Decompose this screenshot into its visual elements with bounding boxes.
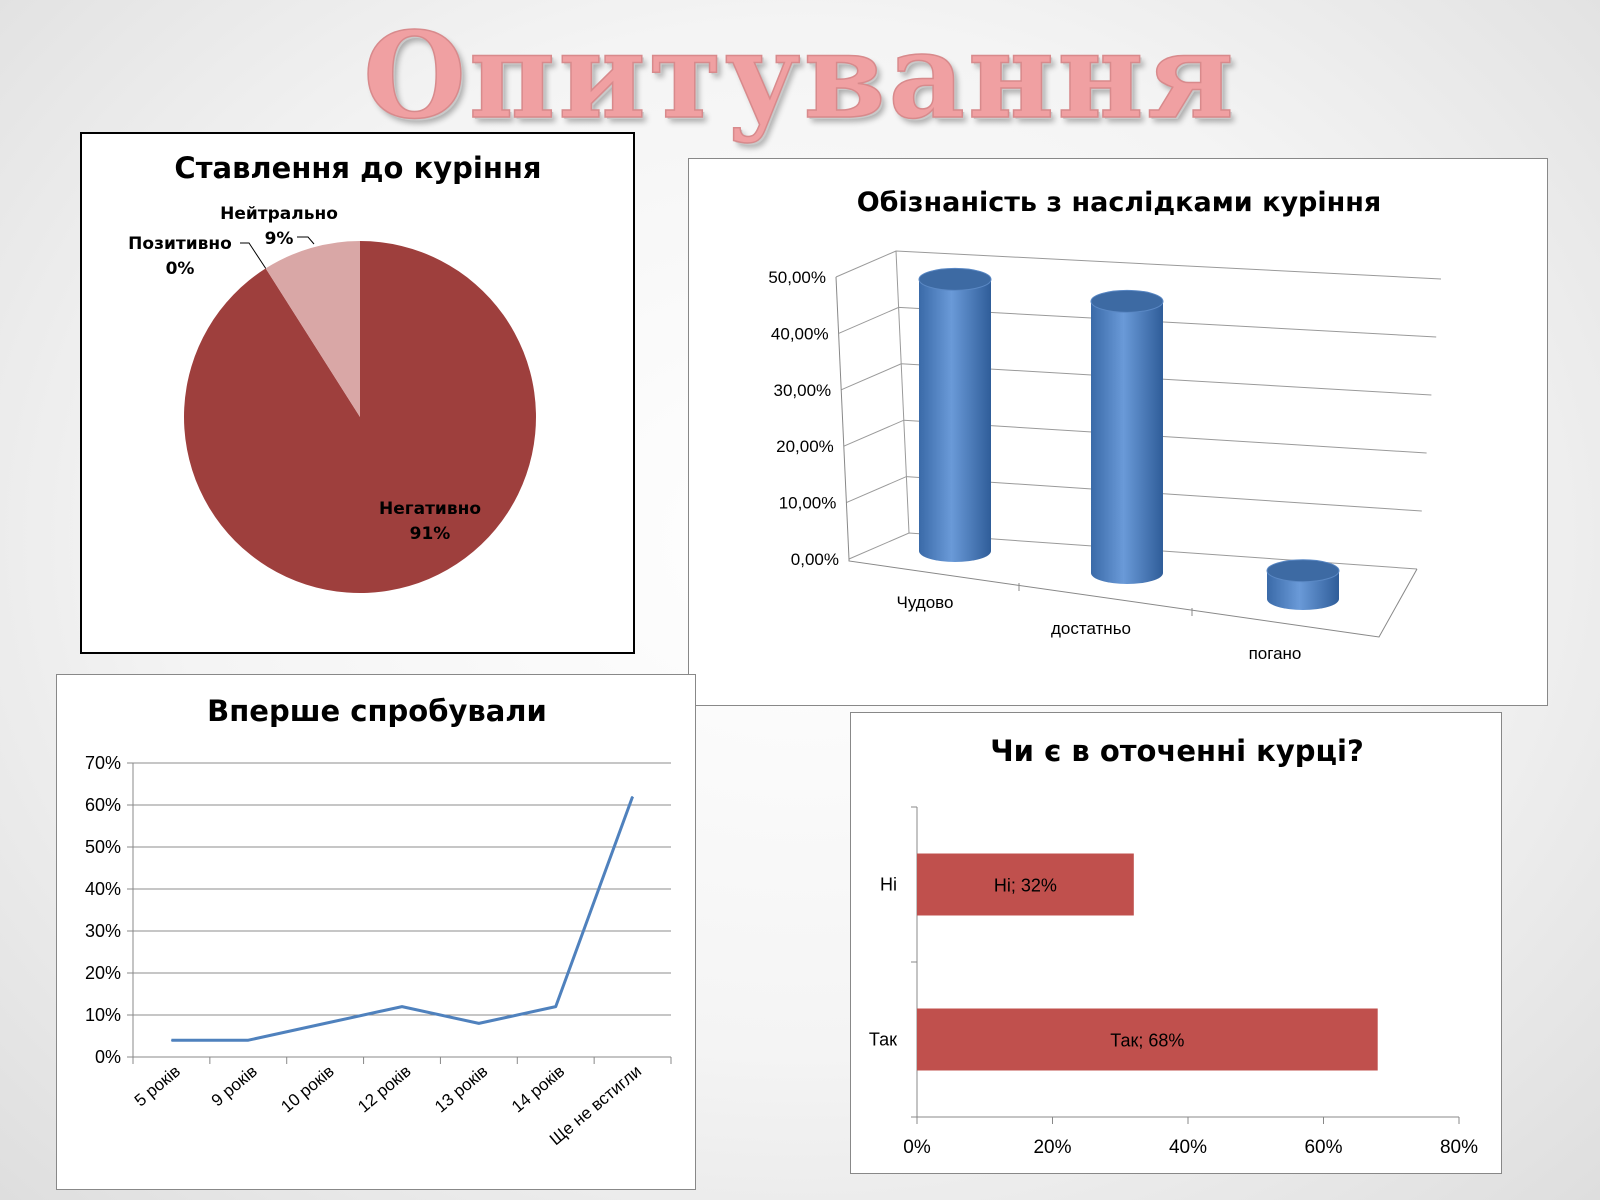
pie-label-name-1: Позитивно [128, 234, 232, 254]
line-y-tick-5: 50% [85, 837, 121, 857]
slide-title: Опитування [362, 5, 1237, 146]
pie-label-value-1: 0% [166, 259, 195, 279]
cylinder-x-label-1: достатньо [1051, 619, 1131, 638]
hbar-bar-0 [917, 853, 1134, 916]
line-x-label-1: 9 років [208, 1062, 261, 1111]
line-y-tick-3: 30% [85, 921, 121, 941]
cylinder-y-axis [835, 276, 850, 560]
pie-chart-panel: Ставлення до куріння Негативно 91% Позитив… [80, 132, 635, 654]
hbar-x-tick-2: 40% [1169, 1137, 1207, 1158]
cylinder-x-label-2: погано [1249, 644, 1302, 663]
line-point-2 [324, 1022, 326, 1024]
line-x-label-0: 5 років [131, 1062, 184, 1111]
cylinder-y-tick-4: 40,00% [771, 324, 829, 343]
cylinder-y-tick-2: 20,00% [776, 437, 834, 456]
line-y-tick-2: 20% [85, 963, 121, 983]
pie-label-name-0: Негативно [379, 499, 481, 519]
line-point-6 [632, 796, 634, 798]
line-chart: Вперше спробували 0% 10% 20% 30% 40% 50% 60% 70… [85, 694, 672, 1149]
cylinder-chart-title: Обізнаність з наслідками куріння [857, 187, 1382, 218]
hbar-category-label-1: Так [869, 1030, 897, 1050]
cylinder-bar-2 [1266, 559, 1340, 610]
line-y-tick-0: 0% [95, 1047, 121, 1067]
pie-chart: Ставлення до куріння Негативно 91% Позитив… [128, 151, 542, 593]
line-x-label-4: 13 років [431, 1062, 491, 1117]
hbar-x-tick-4: 80% [1440, 1137, 1478, 1158]
hbar-chart-panel: Чи є в оточенні курці? 0% 20% 40% 60% 80% Ні;… [850, 712, 1502, 1174]
line-y-tick-7: 70% [85, 753, 121, 773]
pie-leader-line-1 [240, 242, 267, 269]
line-series-path [171, 796, 634, 1042]
cylinder-y-tick-5: 50,00% [768, 268, 826, 287]
pie-label-name-2: Нейтрально [220, 204, 338, 224]
hbar-data-label-1: Так; 68% [1110, 1031, 1184, 1051]
hbar-bar-1 [917, 1008, 1378, 1071]
hbar-data-label-0: Ні; 32% [994, 876, 1057, 896]
line-point-0 [170, 1039, 172, 1041]
line-y-tick-6: 60% [85, 795, 121, 815]
pie-leader-line-2 [297, 236, 315, 245]
pie-label-value-0: 91% [410, 524, 451, 544]
hbar-x-tick-3: 60% [1304, 1137, 1342, 1158]
cylinder-x-label-0: Чудово [897, 593, 954, 612]
cylinder-bar-0 [918, 267, 992, 562]
line-y-tick-4: 40% [85, 879, 121, 899]
cylinder-back-wall-edge [895, 250, 910, 534]
pie-slice-2 [265, 241, 360, 417]
hbar-category-label-0: Ні [880, 875, 897, 895]
line-chart-title: Вперше спробували [207, 694, 547, 728]
line-y-tick-1: 10% [85, 1005, 121, 1025]
line-point-5 [555, 1006, 557, 1008]
cylinder-y-tick-3: 30,00% [774, 381, 832, 400]
cylinder-chart-panel: Обізнаність з наслідками куріння 0,00% 10… [688, 158, 1548, 706]
cylinder-y-tick-0: 0,00% [791, 550, 839, 569]
cylinder-chart: Обізнаність з наслідками куріння 0,00% 10… [768, 187, 1442, 663]
line-point-1 [247, 1039, 249, 1041]
hbar-x-tick-0: 0% [903, 1137, 931, 1158]
hbar-chart-title: Чи є в оточенні курці? [990, 734, 1364, 768]
line-x-label-5: 14 років [508, 1062, 568, 1117]
cylinder-floor [848, 559, 1418, 638]
line-x-label-3: 12 років [354, 1062, 414, 1117]
cylinder-bar-1 [1090, 289, 1164, 584]
cylinder-y-tick-1: 10,00% [779, 494, 837, 513]
hbar-x-tick-1: 20% [1033, 1137, 1071, 1158]
line-x-label-2: 10 років [277, 1062, 337, 1117]
hbar-chart: Чи є в оточенні курці? 0% 20% 40% 60% 80% Ні;… [869, 734, 1478, 1158]
line-point-3 [401, 1006, 403, 1008]
line-chart-panel: Вперше спробували 0% 10% 20% 30% 40% 50% 60% 70… [56, 674, 696, 1190]
pie-label-value-2: 9% [265, 229, 294, 249]
pie-chart-title: Ставлення до куріння [174, 151, 541, 185]
line-point-4 [478, 1022, 480, 1024]
